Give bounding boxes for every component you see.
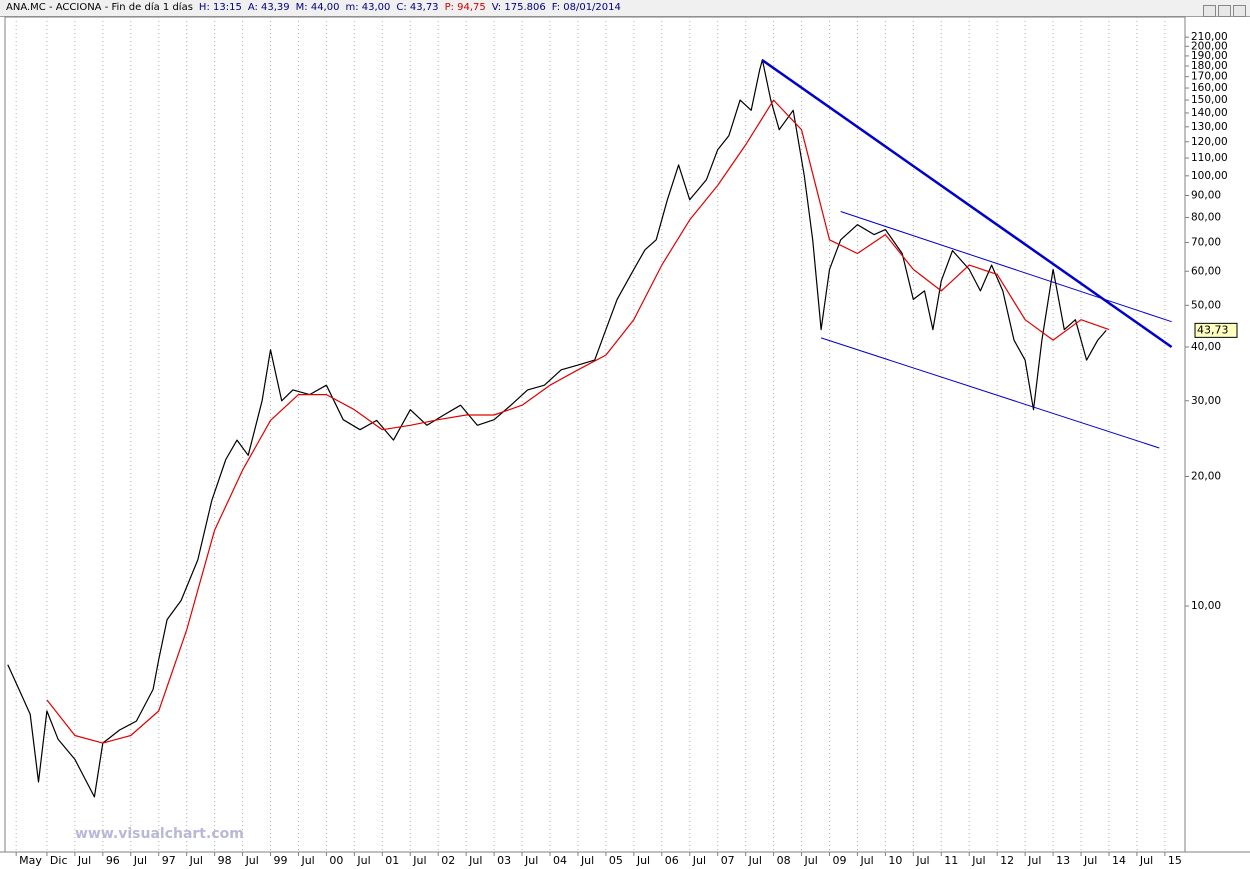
x-tick-label: Jul	[468, 854, 482, 867]
x-tick-label: 96	[106, 854, 120, 867]
x-tick-label: Jul	[1083, 854, 1097, 867]
info-item: P: 94,75	[444, 2, 486, 13]
x-tick-label: 97	[162, 854, 176, 867]
y-tick-label: 200,00	[1191, 40, 1228, 52]
x-tick-label: 05	[609, 854, 623, 867]
plot-frame	[4, 16, 1186, 853]
x-tick-label: 04	[553, 854, 567, 867]
x-tick-label: Jul	[580, 854, 594, 867]
x-tick-label: Jul	[412, 854, 426, 867]
x-tick-label: Jul	[859, 854, 873, 867]
y-tick-label: 30,00	[1191, 395, 1221, 407]
x-tick-label: 99	[274, 854, 288, 867]
x-tick-label: 09	[832, 854, 846, 867]
window-buttons	[1201, 2, 1246, 21]
x-tick-label: Jul	[245, 854, 259, 867]
y-tick-label: 140,00	[1191, 107, 1228, 119]
x-tick-label: Jul	[356, 854, 370, 867]
info-item: H: 13:15	[198, 2, 242, 13]
x-tick-label: 02	[441, 854, 455, 867]
x-tick-label: 07	[721, 854, 735, 867]
x-tick-label: 98	[218, 854, 232, 867]
y-tick-label: 10,00	[1191, 600, 1221, 612]
y-tick-label: 40,00	[1191, 341, 1221, 353]
x-tick-label: Jul	[189, 854, 203, 867]
x-tick-label: 15	[1168, 854, 1182, 867]
y-tick-label: 190,00	[1191, 50, 1228, 62]
y-tick-label: 90,00	[1191, 190, 1221, 202]
y-tick-label: 60,00	[1191, 265, 1221, 277]
maximize[interactable]	[1218, 5, 1231, 17]
minimize[interactable]	[1203, 5, 1216, 17]
x-tick-label: 01	[385, 854, 399, 867]
x-tick-label: 08	[777, 854, 791, 867]
x-tick-label: May	[19, 854, 42, 867]
last-price-box	[1194, 322, 1238, 338]
x-tick-label: Jul	[692, 854, 706, 867]
close[interactable]	[1233, 5, 1246, 17]
x-tick-label: 10	[888, 854, 902, 867]
y-tick-label: 120,00	[1191, 136, 1228, 148]
x-tick-label: 14	[1112, 854, 1126, 867]
x-tick-label: Jul	[300, 854, 314, 867]
x-tick-label: 00	[329, 854, 343, 867]
y-tick-label: 160,00	[1191, 82, 1228, 94]
info-item: A: 43,39	[247, 2, 290, 13]
x-tick-label: Dic	[50, 854, 68, 867]
y-tick-label: 210,00	[1191, 31, 1228, 43]
info-item: ANA.MC - ACCIONA - Fin de día 1 días	[6, 2, 193, 13]
x-tick-label: Jul	[804, 854, 818, 867]
x-tick-label: 11	[944, 854, 958, 867]
x-tick-label: 13	[1056, 854, 1070, 867]
price-line	[46, 99, 1110, 744]
y-tick-label: 20,00	[1191, 471, 1221, 483]
info-item: F: 08/01/2014	[551, 2, 621, 13]
y-tick-label: 80,00	[1191, 212, 1221, 224]
x-tick-label: 03	[497, 854, 511, 867]
x-tick-label: 06	[665, 854, 679, 867]
info-item: M: 44,00	[295, 2, 340, 13]
y-tick-label: 150,00	[1191, 94, 1228, 106]
x-tick-label: Jul	[636, 854, 650, 867]
x-tick-label: Jul	[971, 854, 985, 867]
x-tick-label: Jul	[1027, 854, 1041, 867]
y-tick-label: 50,00	[1191, 299, 1221, 311]
x-tick-label: Jul	[524, 854, 538, 867]
y-tick-label: 110,00	[1191, 152, 1228, 164]
trend-line	[820, 337, 1160, 449]
y-tick-label: 70,00	[1191, 236, 1221, 248]
x-tick-label: Jul	[748, 854, 762, 867]
y-tick-label: 170,00	[1191, 71, 1228, 83]
x-tick-label: Jul	[915, 854, 929, 867]
info-item: C: 43,73	[396, 2, 439, 13]
info-item: V: 175.806	[491, 2, 546, 13]
x-tick-label: Jul	[1139, 854, 1153, 867]
x-tick-label: 12	[1000, 854, 1014, 867]
x-tick-label: Jul	[133, 854, 147, 867]
y-tick-label: 130,00	[1191, 121, 1228, 133]
y-tick-label: 100,00	[1191, 170, 1228, 182]
info-item: m: 43,00	[345, 2, 391, 13]
x-tick-label: Jul	[77, 854, 91, 867]
watermark: www.visualchart.com	[75, 826, 244, 842]
trend-line	[840, 211, 1172, 323]
price-line	[7, 59, 1107, 798]
last-price-label: 43,73	[1197, 323, 1229, 336]
y-tick-label: 180,00	[1191, 60, 1228, 72]
